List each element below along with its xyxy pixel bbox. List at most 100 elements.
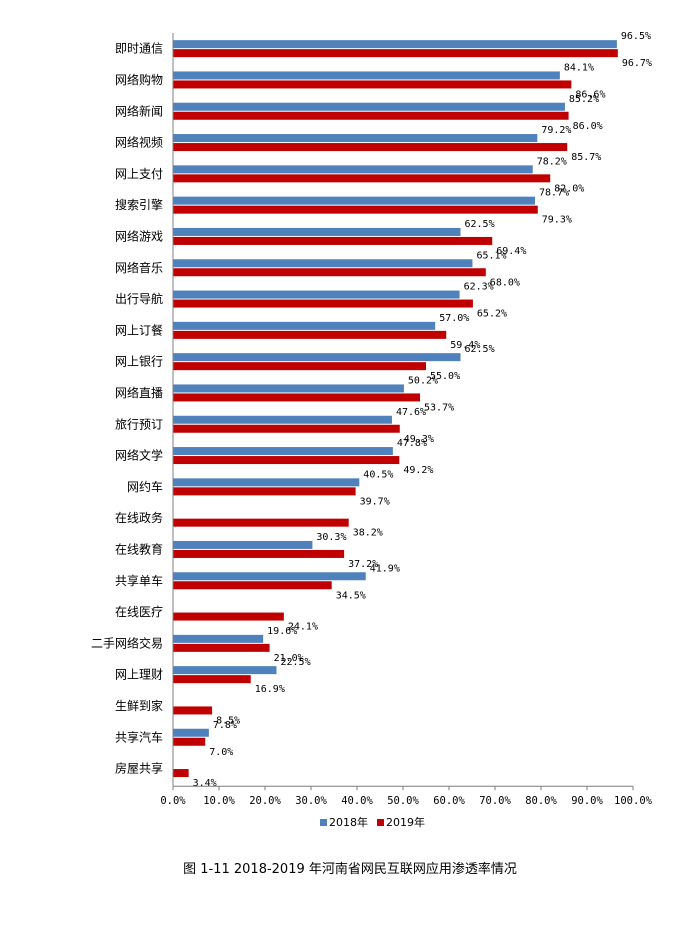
legend: 2018年 2019年 [320, 815, 425, 829]
bar-2018 [173, 478, 360, 487]
bar-2019 [173, 769, 189, 778]
x-tick-label: 90.0% [571, 795, 603, 807]
category-label: 网络音乐 [115, 260, 163, 275]
category-labels: 即时通信网络购物网络新闻网络视频网上支付搜索引擎网络游戏网络音乐出行导航网上订餐… [91, 42, 163, 776]
data-label: 3.4% [193, 778, 217, 789]
data-label: 79.2% [541, 125, 571, 136]
bar-2019 [173, 518, 349, 527]
x-tick-label: 50.0% [387, 795, 419, 807]
data-label: 8.5% [216, 715, 240, 726]
data-label: 55.0% [430, 371, 460, 382]
bar-2019 [173, 706, 213, 715]
data-label: 85.7% [571, 152, 601, 163]
bar-2019 [173, 393, 421, 402]
bar-2018 [173, 227, 461, 236]
bar-2019 [173, 330, 447, 339]
category-label: 搜索引擎 [115, 197, 163, 212]
data-label: 39.7% [360, 496, 390, 507]
data-label: 47.8% [397, 438, 427, 449]
data-label: 41.9% [370, 563, 400, 574]
category-label: 旅行预订 [115, 417, 163, 431]
data-label: 47.6% [396, 407, 426, 418]
figure-caption: 图 1-11 2018-2019 年河南省网民互联网应用渗透率情况 [183, 862, 517, 877]
category-label: 网上支付 [115, 167, 163, 181]
x-tick-label: 30.0% [295, 795, 327, 807]
data-label: 59.4% [450, 340, 480, 351]
bar-2019 [173, 581, 332, 590]
bar-2018 [173, 259, 473, 268]
data-label: 57.0% [439, 313, 469, 324]
bar-2018 [173, 666, 277, 675]
data-label: 62.5% [465, 344, 495, 355]
category-label: 网络购物 [115, 72, 163, 87]
x-tick-label: 70.0% [479, 795, 511, 807]
data-label: 69.4% [496, 246, 526, 257]
bar-2019 [173, 549, 345, 558]
bar-2018 [173, 196, 536, 205]
data-label: 30.3% [316, 532, 346, 543]
bar-2019 [173, 111, 569, 120]
data-label: 38.2% [353, 528, 383, 539]
data-label: 86.0% [573, 121, 603, 132]
x-tick-label: 10.0% [203, 795, 235, 807]
data-label: 19.6% [267, 626, 297, 637]
bar-2018 [173, 634, 264, 643]
bar-2019 [173, 80, 572, 89]
legend-entry: 2019年 [386, 815, 425, 829]
bar-2019 [173, 737, 206, 746]
data-label: 96.5% [621, 31, 651, 42]
bar-2018 [173, 728, 209, 737]
data-label: 65.1% [476, 250, 506, 261]
bar-2019 [173, 299, 473, 308]
data-label: 86.6% [575, 89, 605, 100]
x-tick-label: 100.0% [614, 795, 653, 807]
x-tick-label: 60.0% [433, 795, 465, 807]
bar-2019 [173, 205, 538, 214]
bars [173, 40, 618, 778]
data-label: 62.3% [464, 282, 494, 293]
bar-2019 [173, 675, 251, 684]
category-label: 网络文学 [115, 448, 163, 463]
bar-2019 [173, 236, 493, 245]
data-label: 16.9% [255, 684, 285, 695]
x-tick-labels: 0.0% 10.0% 20.0% 30.0% 40.0% 50.0% 60.0% 70.0% 8… [160, 786, 653, 807]
bar-2018 [173, 102, 565, 111]
category-label: 网络新闻 [115, 103, 163, 118]
data-label: 96.7% [622, 58, 652, 69]
bar-2019 [173, 487, 356, 496]
category-label: 在线政务 [115, 510, 163, 525]
category-label: 网上银行 [115, 355, 163, 369]
bar-2018 [173, 290, 460, 299]
bar-2019 [173, 174, 551, 183]
data-label: 68.0% [490, 277, 520, 288]
data-label: 82.0% [554, 183, 584, 194]
bar-2018 [173, 321, 436, 330]
legend-entry: 2018年 [329, 815, 368, 829]
data-label: 21.0% [274, 653, 304, 664]
data-label: 49.2% [403, 465, 433, 476]
data-label: 22.5% [281, 657, 311, 668]
bar-2019 [173, 456, 400, 465]
data-label: 65.2% [477, 309, 507, 320]
data-label: 84.1% [564, 62, 594, 73]
category-label: 出行导航 [115, 291, 163, 306]
category-label: 网上订餐 [115, 322, 163, 337]
bar-2018 [173, 447, 393, 456]
data-label: 34.5% [336, 590, 366, 601]
category-label: 网上理财 [115, 668, 163, 682]
bar-2019 [173, 424, 400, 433]
x-tick-label: 40.0% [341, 795, 373, 807]
bar-2018 [173, 353, 461, 362]
data-label: 7.8% [213, 720, 237, 731]
bar-2019 [173, 362, 426, 371]
category-label: 在线医疗 [115, 605, 163, 619]
category-label: 房屋共享 [115, 761, 163, 776]
x-tick-label: 20.0% [249, 795, 281, 807]
category-label: 网络直播 [115, 385, 163, 400]
bar-2018 [173, 71, 560, 80]
data-label: 85.2% [569, 94, 599, 105]
data-label: 62.5% [465, 219, 495, 230]
data-label: 37.2% [348, 559, 378, 570]
bar-2018 [173, 384, 404, 393]
category-label: 二手网络交易 [91, 635, 163, 650]
